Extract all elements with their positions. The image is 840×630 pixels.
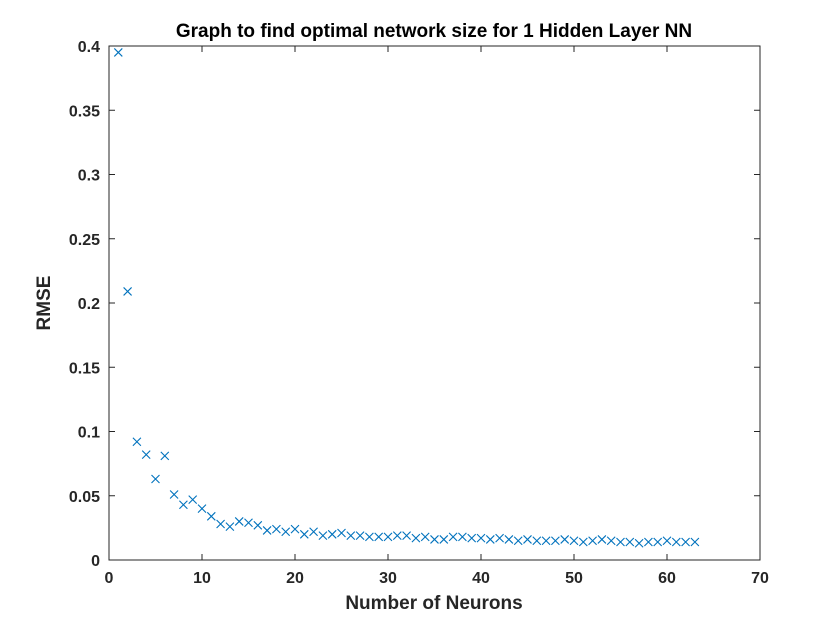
plot-area	[108, 45, 761, 561]
x-tick-label: 0	[105, 570, 114, 587]
y-tick-label: 0.3	[78, 168, 100, 185]
data-point	[281, 527, 291, 537]
data-point	[272, 524, 281, 534]
data-point	[560, 535, 570, 544]
data-point	[179, 500, 188, 510]
x-tick-label: 20	[286, 570, 304, 587]
data-point	[420, 532, 430, 542]
data-point	[578, 537, 588, 547]
data-point	[318, 531, 328, 540]
data-point	[123, 287, 132, 296]
data-point	[160, 451, 170, 461]
y-tick-label: 0.35	[69, 103, 100, 120]
x-tick-label: 10	[193, 570, 211, 587]
data-point	[476, 533, 486, 543]
data-point	[616, 537, 625, 547]
data-point	[290, 524, 300, 534]
data-point	[625, 537, 635, 547]
data-point	[606, 536, 616, 546]
y-tick-label: 0.4	[78, 39, 100, 56]
data-point	[644, 537, 653, 547]
y-tick-label: 0.1	[78, 425, 100, 442]
x-tick-label: 60	[658, 570, 676, 587]
y-tick-labels: 0 0.05 0.1 0.15 0.2 0.25 0.3 0.35 0.4	[69, 39, 100, 570]
data-point	[467, 533, 477, 543]
data-point	[439, 535, 449, 544]
data-point	[262, 526, 272, 535]
data-point	[234, 517, 244, 526]
data-point	[634, 538, 644, 548]
data-point	[402, 531, 411, 540]
data-point	[532, 536, 542, 546]
data-point	[374, 532, 384, 542]
data-point	[197, 504, 207, 513]
data-point	[216, 519, 225, 529]
data-point	[653, 537, 663, 547]
x-tick-label: 30	[379, 570, 397, 587]
x-axis-label: Number of Neurons	[345, 593, 522, 614]
axis-ticks	[108, 45, 761, 561]
data-point	[327, 529, 337, 539]
x-tick-labels: 0 10 20 30 40 50 60 70	[105, 570, 769, 587]
data-point	[346, 531, 356, 540]
data-point	[671, 537, 681, 547]
data-point	[485, 535, 495, 544]
data-point	[504, 535, 514, 544]
data-point	[355, 531, 365, 540]
data-point	[430, 535, 439, 544]
data-markers	[113, 48, 700, 548]
data-point	[141, 450, 151, 460]
data-point	[690, 537, 700, 547]
data-point	[411, 533, 421, 543]
data-point	[309, 527, 318, 537]
data-point	[132, 437, 142, 447]
data-point	[253, 520, 263, 530]
data-point	[448, 532, 458, 542]
data-point	[188, 495, 198, 504]
data-point	[244, 518, 253, 528]
data-point	[523, 535, 532, 544]
x-tick-label: 70	[751, 570, 769, 587]
data-point	[458, 532, 467, 542]
data-point	[569, 536, 579, 546]
y-tick-label: 0.05	[69, 489, 100, 506]
data-point	[225, 522, 235, 531]
y-tick-label: 0.2	[78, 296, 100, 313]
chart-title: Graph to find optimal network size for 1…	[176, 21, 692, 42]
data-point	[588, 536, 597, 546]
data-point	[551, 536, 560, 546]
y-tick-label: 0.15	[69, 360, 100, 377]
data-point	[662, 536, 672, 546]
data-point	[365, 532, 374, 542]
data-point	[681, 537, 690, 547]
data-point	[299, 529, 309, 539]
x-tick-label: 50	[565, 570, 583, 587]
y-tick-label: 0.25	[69, 232, 100, 249]
data-point	[151, 474, 160, 484]
x-tick-label: 40	[472, 570, 490, 587]
y-axis-label: RMSE	[34, 276, 55, 331]
data-point	[541, 536, 551, 546]
data-point	[113, 48, 123, 57]
data-point	[495, 533, 504, 543]
data-point	[337, 528, 346, 538]
y-tick-label: 0	[91, 553, 100, 570]
data-point	[169, 490, 179, 499]
data-point	[597, 535, 607, 544]
data-point	[383, 532, 393, 542]
data-point	[513, 536, 523, 546]
data-point	[392, 531, 402, 540]
data-point	[206, 511, 216, 521]
